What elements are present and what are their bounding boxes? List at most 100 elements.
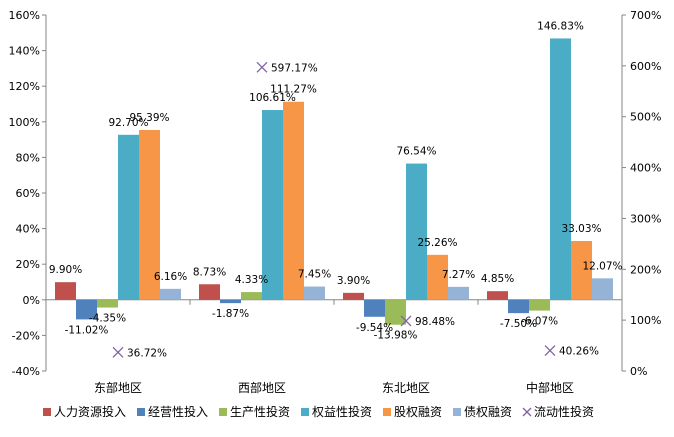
legend-label: 权益性投资 xyxy=(312,404,372,419)
legend-item: 经营性投入 xyxy=(137,404,208,419)
data-labels: 9.90% 8.73%3.90% 4.85%-11.02%-1.87%-9.54% -… xyxy=(49,20,623,359)
marker-stroke xyxy=(256,61,268,73)
y-tick-label-right: 300% xyxy=(630,212,661,225)
y-tick-label-left: 40% xyxy=(16,223,40,236)
bar xyxy=(160,288,181,300)
legend: 人力资源投入 经营性投入 生产性投资 权益性投资 股权融资 债权融资 流动性投资 xyxy=(43,404,594,419)
bar xyxy=(427,254,448,300)
y-tick-label-left: -20% xyxy=(12,329,40,342)
bar xyxy=(529,299,550,311)
bar xyxy=(283,101,304,300)
data-label: -11.02% xyxy=(65,324,109,336)
category-label: 中部地区 xyxy=(526,380,574,395)
bar xyxy=(550,38,571,300)
data-label: 33.03% xyxy=(561,223,601,235)
data-label: 9.90% xyxy=(49,264,82,276)
data-label: 6.16% xyxy=(154,271,187,283)
data-label: 76.54% xyxy=(396,146,436,158)
y-tick-label-left: 140% xyxy=(9,45,40,58)
marker-label: 98.48% xyxy=(415,316,455,328)
data-label: 4.85% xyxy=(481,273,514,285)
data-label: 3.90% xyxy=(337,275,370,287)
y-tick-label-right: 200% xyxy=(630,263,661,276)
marker-label: 36.72% xyxy=(127,347,167,359)
legend-swatch xyxy=(137,408,145,416)
bar xyxy=(406,163,427,300)
bar xyxy=(304,286,325,300)
legend-swatch xyxy=(301,408,309,416)
data-label: 25.26% xyxy=(417,237,457,249)
legend-label: 经营性投入 xyxy=(148,404,208,419)
legend-swatch xyxy=(219,408,227,416)
data-label: 111.27% xyxy=(270,84,317,96)
marker-point xyxy=(112,346,124,358)
bar xyxy=(385,299,406,325)
bar xyxy=(241,292,262,300)
legend-item: 债权融资 xyxy=(453,405,512,419)
y-tick-label-right: 500% xyxy=(630,111,661,124)
data-label: -6.07% xyxy=(521,316,558,328)
y-tick-label-left: 160% xyxy=(9,9,40,22)
marker-point xyxy=(256,61,268,73)
category-label: 东部地区 xyxy=(94,380,142,395)
y-tick-label-right: 600% xyxy=(630,60,661,73)
marker-label: 597.17% xyxy=(271,62,318,74)
legend-label: 人力资源投入 xyxy=(54,404,126,419)
y-tick-label-right: 700% xyxy=(630,9,661,22)
bar xyxy=(55,282,76,300)
category-label: 东北地区 xyxy=(382,381,430,395)
legend-item: 股权融资 xyxy=(383,405,442,419)
y-tick-label-right: 0% xyxy=(630,365,647,378)
y-tick-label-left: 0% xyxy=(23,294,40,307)
bar xyxy=(97,299,118,308)
legend-label: 流动性投资 xyxy=(534,404,594,419)
data-label: 146.83% xyxy=(537,20,584,32)
bar xyxy=(508,299,529,314)
data-label: -4.35% xyxy=(89,313,126,325)
data-label: 4.33% xyxy=(235,274,268,286)
bar xyxy=(487,291,508,300)
legend-item: 流动性投资 xyxy=(522,404,594,419)
category-label: 西部地区 xyxy=(238,380,286,395)
data-label: 12.07% xyxy=(582,260,622,272)
marker-label: 40.26% xyxy=(559,346,599,358)
y-tick-label-left: 100% xyxy=(9,116,40,129)
y-tick-label-right: 100% xyxy=(630,314,661,327)
data-label: 106.61% xyxy=(249,92,296,104)
legend-item: 人力资源投入 xyxy=(43,404,126,419)
y-tick-label-left: 120% xyxy=(9,80,40,93)
data-label: 7.27% xyxy=(442,269,475,281)
legend-label: 股权融资 xyxy=(394,405,442,419)
bar xyxy=(448,286,469,300)
marker-point xyxy=(400,315,412,327)
data-label: -1.87% xyxy=(212,308,249,320)
legend-marker xyxy=(522,407,532,417)
bar xyxy=(364,299,385,317)
bars xyxy=(55,38,613,325)
bar xyxy=(592,278,613,300)
marker-stroke xyxy=(400,315,412,327)
marker-point xyxy=(544,345,556,356)
y-tick-label-right: 400% xyxy=(630,162,661,175)
data-label: -7.50% xyxy=(500,318,537,330)
legend-swatch xyxy=(453,408,461,416)
legend-label: 生产性投资 xyxy=(230,404,290,419)
markers xyxy=(112,61,556,358)
data-label: 92.70% xyxy=(108,117,148,129)
legend-item: 生产性投资 xyxy=(219,404,290,419)
bar xyxy=(262,110,283,300)
bar xyxy=(571,241,592,300)
y-tick-label-left: -40% xyxy=(12,365,40,378)
bar xyxy=(76,299,97,320)
legend-label: 债权融资 xyxy=(464,405,512,419)
y-tick-label-left: 60% xyxy=(16,187,40,200)
data-label: 95.39% xyxy=(129,112,169,124)
data-label: 7.45% xyxy=(298,269,331,281)
bar xyxy=(199,284,220,300)
bar xyxy=(118,134,139,300)
bar xyxy=(220,299,241,304)
marker-stroke xyxy=(112,346,124,358)
legend-swatch xyxy=(43,408,51,416)
marker-stroke xyxy=(544,345,556,356)
y-tick-label-left: 80% xyxy=(16,151,40,164)
